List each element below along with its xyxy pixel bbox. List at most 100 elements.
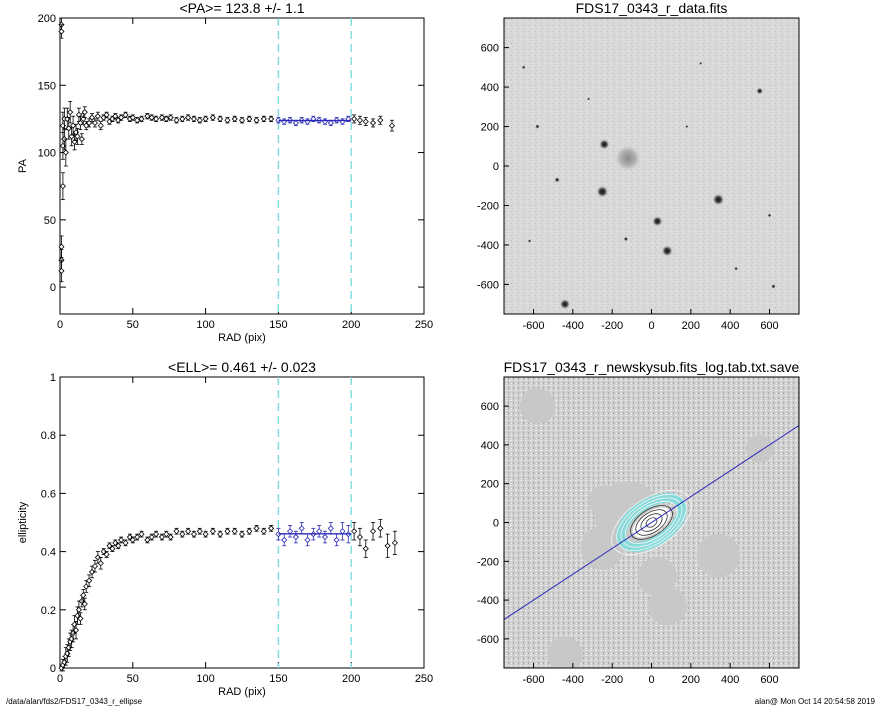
data-point xyxy=(91,119,99,127)
y-tick-label: 200 xyxy=(481,122,499,134)
data-point xyxy=(153,115,160,122)
data-point xyxy=(62,149,69,156)
data-point xyxy=(122,539,129,546)
star-source xyxy=(598,138,610,150)
data-point xyxy=(209,114,216,121)
data-point xyxy=(167,114,174,121)
star-source xyxy=(623,236,629,242)
data-point xyxy=(88,114,96,121)
data-point xyxy=(103,551,110,558)
x-tick-label: 150 xyxy=(269,319,287,331)
x-tick-label: 0 xyxy=(648,674,654,686)
y-tick-label: 200 xyxy=(38,13,56,25)
chart-title: <ELL>= 0.461 +/- 0.023 xyxy=(168,359,316,375)
data-point xyxy=(134,117,141,124)
image-content xyxy=(504,18,799,314)
y-tick-label: 0 xyxy=(50,282,56,294)
x-tick-label: 200 xyxy=(342,319,360,331)
x-axis-label: RAD (pix) xyxy=(218,332,266,344)
x-tick-label: -200 xyxy=(601,674,623,686)
x-tick-label: 100 xyxy=(196,319,214,331)
data-point xyxy=(185,114,192,121)
data-point xyxy=(304,536,311,544)
y-tick-label: -600 xyxy=(477,634,499,646)
data-point xyxy=(231,528,238,535)
data-point xyxy=(321,533,329,541)
data-point xyxy=(292,533,299,541)
data-point xyxy=(138,115,145,122)
data-point xyxy=(173,528,180,535)
image-title: FDS17_0343_r_data.fits xyxy=(576,0,728,16)
y-tick-label: 0 xyxy=(493,518,499,530)
data-point xyxy=(327,525,334,532)
data-point xyxy=(202,531,209,538)
star-source xyxy=(756,87,764,95)
target-galaxy xyxy=(614,144,642,172)
data-point xyxy=(179,531,186,538)
y-tick-label: -200 xyxy=(477,200,499,212)
data-point xyxy=(196,528,203,535)
data-point xyxy=(238,531,246,538)
data-point xyxy=(148,533,155,541)
x-tick-label: 600 xyxy=(760,320,778,332)
data-point xyxy=(231,115,238,122)
data-point xyxy=(75,111,82,118)
position-angle-line xyxy=(504,424,799,621)
x-tick-label: 50 xyxy=(127,673,139,685)
data-point xyxy=(58,267,65,275)
data-point xyxy=(115,542,122,549)
data-point xyxy=(253,117,260,124)
data-point xyxy=(292,119,299,127)
x-tick-label: -400 xyxy=(562,674,584,686)
data-point xyxy=(78,136,85,143)
data-point xyxy=(351,115,358,122)
data-point xyxy=(103,111,110,118)
data-point xyxy=(134,533,141,541)
x-tick-label: 400 xyxy=(721,320,739,332)
data-point xyxy=(384,542,391,549)
data-point xyxy=(190,115,198,122)
data-point xyxy=(327,119,334,127)
star-source xyxy=(559,298,571,310)
x-tick-label: 0 xyxy=(57,319,63,331)
data-point xyxy=(163,115,170,122)
x-tick-label: -400 xyxy=(562,320,584,332)
y-tick-label: 50 xyxy=(44,215,56,227)
y-axis-label: PA xyxy=(17,158,29,173)
sky-background xyxy=(504,18,799,314)
data-point xyxy=(246,528,253,535)
data-point xyxy=(122,111,129,118)
image-panel-1: FDS17_0343_r_data.fits -600 -400 -200 0 200 40… xyxy=(477,0,800,332)
x-tick-label: 200 xyxy=(342,673,360,685)
y-tick-label: 0 xyxy=(50,663,56,675)
plot-frame xyxy=(59,17,425,315)
image-content xyxy=(504,377,799,668)
star-source xyxy=(586,97,591,101)
y-tick-label: -200 xyxy=(477,556,499,568)
data-point xyxy=(74,133,81,140)
data-point xyxy=(391,539,398,546)
y-tick-label: 400 xyxy=(481,440,499,452)
profile-panel-2: <ELL>= 0.461 +/- 0.023 RAD (pix) elliptici… xyxy=(17,359,433,698)
footer-path: /data/alan/fds2/FDS17_0343_r_ellipse xyxy=(6,697,143,706)
plot-frame xyxy=(59,376,425,669)
data-point xyxy=(369,119,377,127)
data-point xyxy=(179,115,186,122)
data-point xyxy=(369,528,377,535)
data-point xyxy=(86,119,93,127)
x-tick-label: 0 xyxy=(57,673,63,685)
data-point xyxy=(268,115,275,122)
data-point xyxy=(190,531,198,538)
data-point xyxy=(118,536,125,544)
x-tick-label: 0 xyxy=(648,320,654,332)
data-point xyxy=(286,528,294,535)
data-point xyxy=(209,528,216,535)
y-tick-label: 1 xyxy=(50,372,56,384)
mask-region xyxy=(647,586,687,626)
data-point xyxy=(72,627,80,634)
mask-region xyxy=(547,636,583,668)
data-point xyxy=(80,115,87,122)
data-point xyxy=(224,528,231,535)
data-point xyxy=(167,533,174,541)
